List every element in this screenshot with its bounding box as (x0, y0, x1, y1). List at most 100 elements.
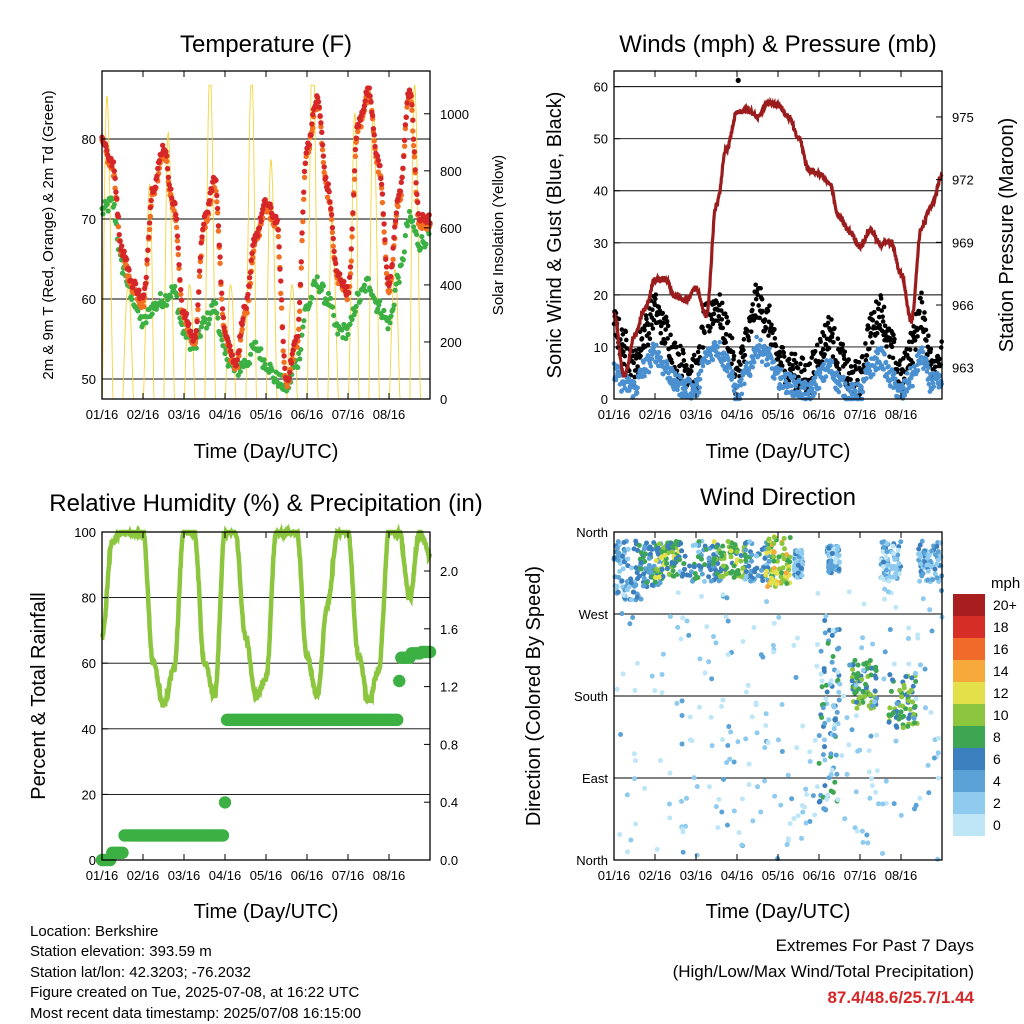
point-temp-9m (296, 326, 302, 332)
point-direction (822, 783, 828, 789)
point-direction (659, 690, 665, 696)
point-direction (825, 640, 831, 646)
colorbar-swatch (953, 594, 985, 616)
point-gust (741, 347, 746, 353)
point-dewpoint (423, 241, 429, 247)
point-gust (716, 313, 722, 319)
point-temp-2m (337, 271, 343, 277)
point-dewpoint (347, 321, 353, 327)
point-direction (814, 663, 820, 669)
point-gust (781, 350, 787, 356)
y-tick-label: 60 (82, 292, 96, 307)
point-gust (720, 325, 726, 331)
point-temp-9m (383, 270, 390, 277)
humidity-right-ticks: 0.0 0.4 0.8 1.2 1.6 2.0 (424, 564, 458, 868)
point-gust (915, 334, 920, 339)
point-direction (882, 649, 888, 655)
point-direction (857, 694, 863, 700)
point-direction (619, 553, 625, 559)
point-gust (875, 306, 881, 312)
point-gust (832, 326, 837, 331)
point-temp-2m (319, 142, 326, 148)
point-dewpoint (253, 339, 259, 345)
point-direction (638, 560, 644, 566)
point-temp-2m (368, 99, 374, 105)
point-direction (684, 572, 690, 578)
point-gust (882, 323, 888, 329)
point-direction (637, 573, 643, 579)
point-gust (663, 314, 669, 320)
colorbar-label: 6 (993, 751, 1001, 767)
direction-plot-area (611, 534, 945, 862)
point-temp-2m (280, 338, 286, 345)
point-temp-2m (390, 245, 396, 251)
point-dewpoint (163, 302, 170, 308)
point-direction (758, 567, 764, 573)
point-direction (913, 802, 919, 808)
point-wind (672, 381, 677, 387)
point-dewpoint (277, 381, 283, 387)
point-wind (881, 367, 886, 372)
point-gust (848, 377, 853, 382)
point-direction (717, 573, 723, 579)
point-direction (724, 760, 730, 766)
point-wind (809, 386, 815, 391)
colorbar-swatch (953, 660, 985, 682)
point-gust (876, 314, 882, 320)
point-temp-2m (278, 278, 284, 284)
point-temp-2m (215, 223, 222, 229)
point-gust (831, 339, 836, 345)
point-wind (712, 339, 718, 345)
point-dewpoint (215, 315, 221, 321)
y-tick-label: 0.0 (440, 853, 458, 868)
point-wind (635, 385, 640, 391)
point-direction (820, 752, 826, 758)
x-tick-label: 08/16 (885, 407, 918, 422)
humidity-grid (102, 531, 430, 861)
point-gust (656, 304, 662, 310)
point-direction (829, 659, 835, 665)
point-gust (749, 307, 755, 313)
info-latlon: Station lat/lon: 42.3203; -76.2032 (30, 963, 252, 981)
point-direction (919, 538, 925, 544)
point-dewpoint (129, 296, 135, 302)
x-tick-label: 04/16 (721, 868, 754, 883)
point-direction (880, 548, 886, 554)
point-dewpoint (206, 321, 212, 327)
point-wind (930, 380, 936, 386)
point-wind (700, 363, 706, 369)
point-direction (755, 784, 761, 790)
point-direction (787, 821, 793, 827)
point-gust (912, 338, 918, 343)
point-direction (836, 697, 842, 703)
point-direction (628, 580, 634, 586)
point-direction (807, 818, 813, 824)
point-direction (925, 577, 931, 583)
point-direction (764, 599, 770, 605)
point-direction (823, 613, 829, 619)
point-gust (789, 351, 794, 357)
point-direction (702, 562, 708, 568)
point-direction (758, 652, 764, 658)
point-direction (934, 561, 940, 567)
point-wind (823, 374, 829, 379)
point-gust (826, 345, 832, 351)
point-temp-2m (219, 290, 225, 296)
point-direction (708, 578, 714, 584)
point-direction (739, 842, 745, 848)
point-dewpoint (309, 295, 315, 301)
point-dewpoint (207, 316, 213, 322)
point-direction (879, 539, 885, 545)
point-temp-2m (300, 209, 306, 215)
point-direction (710, 543, 716, 549)
point-dewpoint (325, 290, 332, 297)
point-gust (880, 314, 885, 320)
point-temp-2m (350, 210, 356, 216)
point-temp-2m (146, 220, 153, 226)
point-dewpoint (330, 304, 336, 310)
point-direction (921, 550, 927, 556)
point-gust (772, 336, 778, 341)
point-direction (720, 543, 726, 549)
point-direction (697, 656, 703, 662)
point-direction (675, 590, 681, 596)
